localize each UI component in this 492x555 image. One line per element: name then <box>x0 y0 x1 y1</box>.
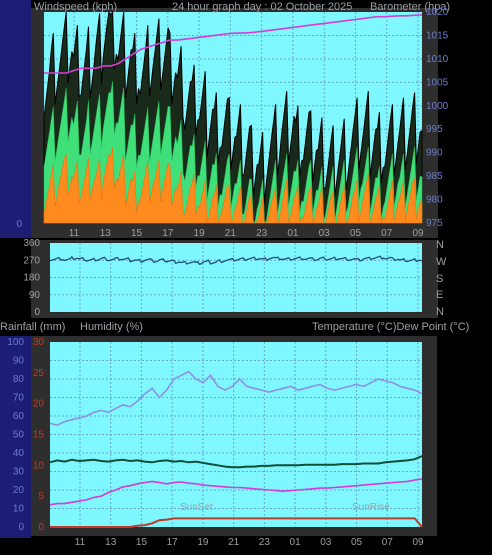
x-tick-label: 17 <box>162 228 174 239</box>
wind-tick-label: 0 <box>16 219 22 230</box>
direction-tick-label: 360 <box>23 238 40 249</box>
sunset-label: SunSet <box>180 502 213 513</box>
humidity-series <box>49 370 423 427</box>
x-tick-label: 11 <box>69 228 80 239</box>
barometer-tick-label: 1005 <box>426 77 449 88</box>
x-tick-label: 09 <box>412 537 424 548</box>
rainfall-series <box>50 517 423 528</box>
humidity-tick-label: 30 <box>13 467 25 478</box>
x-tick-label: 23 <box>259 537 271 548</box>
rainfall-tick-label: 0 <box>38 522 44 533</box>
x-tick-label: 09 <box>412 228 424 239</box>
barometer-tick-label: 985 <box>426 171 443 182</box>
barometer-tick-label: 990 <box>426 148 443 159</box>
barometer-tick-label: 980 <box>426 195 443 206</box>
x-tick-label: 03 <box>320 537 332 548</box>
windspeed-label: Windspeed (kph) <box>34 1 117 13</box>
x-tick-label: 15 <box>136 537 148 548</box>
top-left-axis-bar <box>0 0 31 238</box>
humidity-tick-label: 70 <box>13 393 25 404</box>
x-tick-label: 21 <box>225 228 237 239</box>
x-tick-label: 01 <box>287 228 299 239</box>
wind-low-series <box>43 147 423 224</box>
barometer-tick-label: 1010 <box>426 54 449 65</box>
x-tick-label: 19 <box>197 537 209 548</box>
direction-label: N <box>436 239 444 251</box>
x-tick-label: 01 <box>290 537 302 548</box>
x-tick-label: 07 <box>382 537 394 548</box>
rainfall-tick-label: 30 <box>33 337 45 348</box>
graph-title: 24 hour graph day : 02 October 2025 <box>172 1 352 13</box>
humidity-tick-label: 90 <box>13 356 25 367</box>
temperature-series <box>49 455 423 469</box>
x-tick-label: 15 <box>131 228 143 239</box>
humidity-label: Humidity (%) <box>80 321 143 333</box>
x-tick-label: 07 <box>381 228 393 239</box>
x-tick-label: 13 <box>105 537 117 548</box>
barometer-label: Barometer (hpa) <box>370 1 450 13</box>
direction-label: W <box>436 256 447 268</box>
x-tick-label: 21 <box>228 537 240 548</box>
x-tick-label: 13 <box>100 228 112 239</box>
humidity-tick-label: 20 <box>13 485 25 496</box>
bottom-left-axis-bar <box>0 336 31 538</box>
direction-label: E <box>436 289 443 301</box>
temperature-dewpoint-label: Temperature (°C)Dew Point (°C) <box>312 321 469 333</box>
dewpoint-series <box>49 478 423 506</box>
barometer-tick-label: 975 <box>426 218 443 229</box>
barometer-series <box>44 14 423 74</box>
humidity-tick-label: 50 <box>13 430 25 441</box>
x-tick-label: 11 <box>75 537 86 548</box>
barometer-tick-label: 1015 <box>426 30 449 41</box>
direction-label: N <box>436 306 444 318</box>
wind-average-series <box>43 81 423 224</box>
rainfall-tick-label: 15 <box>33 430 45 441</box>
rainfall-tick-label: 10 <box>33 460 45 471</box>
humidity-tick-label: 80 <box>13 374 25 385</box>
x-tick-label: 17 <box>167 537 179 548</box>
rainfall-tick-label: 5 <box>38 491 44 502</box>
humidity-tick-label: 0 <box>18 522 24 533</box>
barometer-tick-label: 995 <box>426 124 443 135</box>
barometer-tick-label: 1020 <box>426 7 449 18</box>
direction-tick-label: 270 <box>23 255 40 266</box>
x-tick-label: 19 <box>194 228 206 239</box>
sunrise-label: SunRise <box>352 502 390 513</box>
rainfall-label: Rainfall (mm) <box>0 321 65 333</box>
direction-tick-label: 0 <box>34 307 40 318</box>
direction-tick-label: 180 <box>23 273 40 284</box>
direction-label: S <box>436 273 443 285</box>
x-tick-label: 05 <box>351 537 363 548</box>
x-tick-label: 05 <box>350 228 362 239</box>
rainfall-tick-label: 20 <box>33 399 45 410</box>
humidity-tick-label: 60 <box>13 411 25 422</box>
direction-tick-label: 90 <box>29 290 41 301</box>
humidity-tick-label: 100 <box>7 337 24 348</box>
humidity-tick-label: 10 <box>13 504 25 515</box>
wind-direction-series <box>49 255 423 266</box>
barometer-tick-label: 1000 <box>426 101 449 112</box>
x-tick-label: 23 <box>256 228 268 239</box>
humidity-tick-label: 40 <box>13 448 25 459</box>
rainfall-tick-label: 25 <box>33 368 45 379</box>
x-tick-label: 03 <box>319 228 331 239</box>
